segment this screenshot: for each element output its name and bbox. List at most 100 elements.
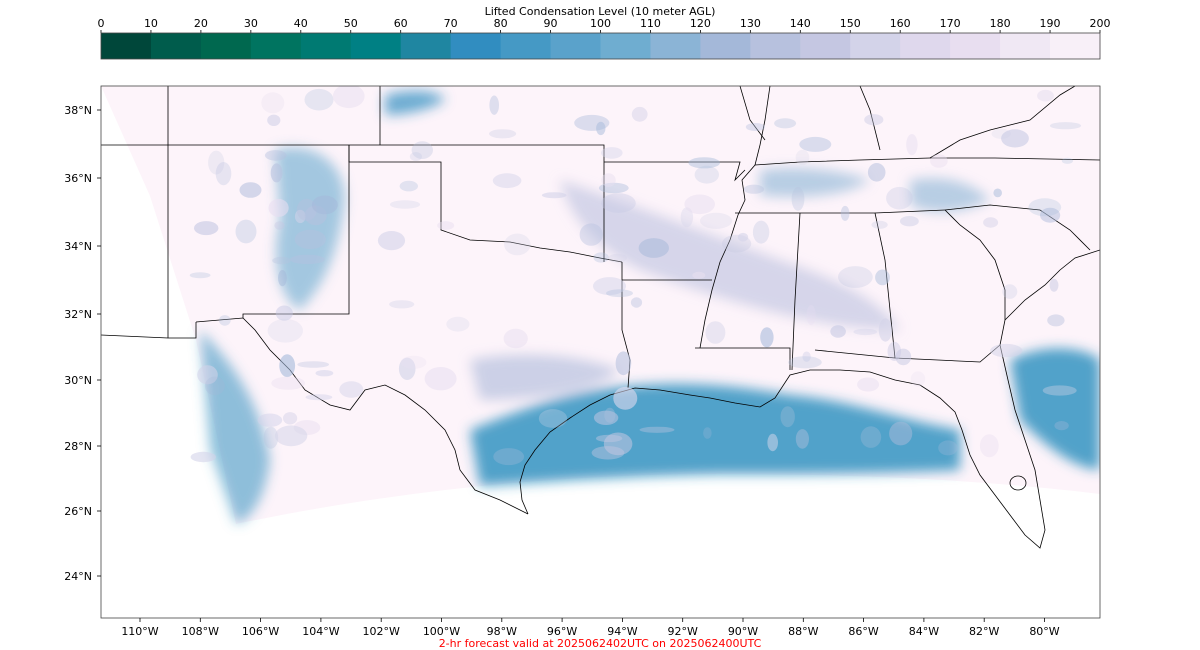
atlantic-moisture-band	[1010, 348, 1100, 470]
field-texture-patch	[752, 220, 770, 244]
field-texture-patch	[311, 195, 338, 215]
map-frame	[100, 85, 1101, 619]
field-texture-patch	[743, 184, 765, 194]
field-texture-patch	[1049, 278, 1059, 292]
colorbar-tick-label: 160	[890, 17, 911, 30]
colorbar-tick-label: 130	[740, 17, 761, 30]
field-texture-patch	[268, 198, 289, 217]
field-texture-patch	[767, 433, 778, 452]
field-texture-patch	[235, 219, 257, 244]
longitude-label: 86°W	[848, 625, 878, 638]
field-texture-patch	[983, 217, 999, 228]
field-texture-patch	[830, 325, 846, 338]
field-texture	[189, 86, 1082, 466]
field-texture-patch	[297, 361, 330, 368]
gulf-moisture-band	[470, 384, 960, 486]
field-texture-patch	[853, 328, 877, 336]
arizona-mexico-border	[101, 322, 197, 339]
field-texture-patch	[889, 421, 913, 446]
field-texture-patch	[274, 425, 308, 447]
field-texture-patch	[774, 118, 797, 129]
colorbar-swatch	[1000, 33, 1051, 59]
longitude-label: 90°W	[728, 625, 758, 638]
field-texture-patch	[504, 233, 531, 256]
field-texture-patch	[579, 223, 603, 246]
mississippi-alabama-border	[791, 212, 801, 371]
georgia-carolina-border	[944, 209, 1006, 320]
field-texture-patch	[1040, 207, 1061, 223]
field-texture-patch	[208, 150, 225, 175]
colorbar-tick-label: 170	[940, 17, 961, 30]
field-texture-patch	[492, 173, 522, 189]
field-texture-patch	[878, 318, 893, 342]
field-texture-patch	[1001, 129, 1029, 148]
texas-coastal-moisture	[470, 354, 620, 400]
field-texture-patch	[271, 376, 306, 390]
field-texture-patch	[1028, 198, 1062, 217]
colorbar-tick-label: 80	[494, 17, 508, 30]
longitude-label: 82°W	[969, 625, 999, 638]
colorbar-swatch	[700, 33, 751, 59]
field-texture-patch	[1047, 314, 1065, 327]
field-texture-patch	[680, 207, 694, 228]
field-texture-patch	[239, 182, 262, 198]
low-lcl-shading	[200, 90, 1100, 524]
field-texture-patch	[489, 129, 517, 139]
field-texture-patch	[840, 205, 850, 221]
field-texture-patch	[615, 351, 632, 376]
southwest-moisture	[200, 330, 270, 524]
field-texture-patch	[930, 154, 948, 168]
colorbar-frame	[100, 32, 1101, 60]
field-texture-patch	[703, 427, 712, 439]
longitude-labels: 110°W 108°W 106°W 104°W 102°W 100°W 98°W 96°W 94…	[121, 618, 1060, 638]
field-texture-patch	[593, 410, 619, 425]
colorbar-tick-label: 100	[590, 17, 611, 30]
illinois-kentucky-border	[739, 86, 766, 141]
field-texture-patch	[608, 253, 627, 263]
field-texture-patch	[400, 355, 427, 369]
colorbar-tick-label: 60	[394, 17, 408, 30]
field-texture-patch	[294, 229, 326, 250]
field-texture-patch	[194, 221, 219, 236]
texas-panhandle-border	[242, 145, 350, 318]
forecast-valid-footer: 2-hr forecast valid at 2025062402UTC on …	[439, 637, 762, 650]
field-texture-patch	[267, 318, 303, 343]
field-texture-patch	[283, 412, 298, 425]
field-texture-patch	[604, 407, 616, 423]
field-texture-patch	[189, 272, 211, 279]
field-texture-patch	[760, 327, 774, 348]
central-scattered-moisture	[560, 180, 900, 330]
latitude-label: 38°N	[64, 104, 92, 117]
tennessee-south-border	[735, 209, 946, 214]
colorbar-tick-label: 150	[840, 17, 861, 30]
colorbar-swatch	[550, 33, 601, 59]
field-texture-patch	[389, 200, 421, 209]
field-texture-patch	[596, 121, 606, 136]
alabama-georgia-border	[874, 212, 896, 359]
colorbar-tick-label: 180	[990, 17, 1011, 30]
field-texture-patch	[411, 141, 433, 160]
field-texture-patch	[1042, 385, 1077, 396]
colorbar-swatch	[450, 33, 502, 59]
field-texture-patch	[871, 220, 888, 229]
field-texture-patch	[197, 365, 218, 385]
latitude-label: 34°N	[64, 240, 92, 253]
oklahoma-kansas-border	[349, 144, 605, 262]
field-texture-patch	[264, 150, 287, 161]
colorbar-swatch	[101, 33, 152, 59]
field-texture-patch	[887, 341, 902, 361]
colorbar-swatch	[1050, 33, 1101, 59]
colorbar-swatch	[800, 33, 851, 59]
kentucky-virginia-border	[929, 86, 1076, 159]
longitude-label: 98°W	[487, 625, 517, 638]
field-texture-patch	[788, 356, 822, 369]
field-texture-patch	[993, 188, 1002, 198]
field-texture-patch	[601, 147, 623, 159]
field-texture-patch	[700, 212, 733, 229]
colorbar-tick-label: 140	[790, 17, 811, 30]
field-texture-patch	[257, 413, 283, 427]
colorbar-tick-label: 0	[98, 17, 105, 30]
field-texture-patch	[745, 123, 766, 131]
colorbar-swatches	[101, 33, 1101, 59]
field-texture-patch	[601, 193, 636, 213]
